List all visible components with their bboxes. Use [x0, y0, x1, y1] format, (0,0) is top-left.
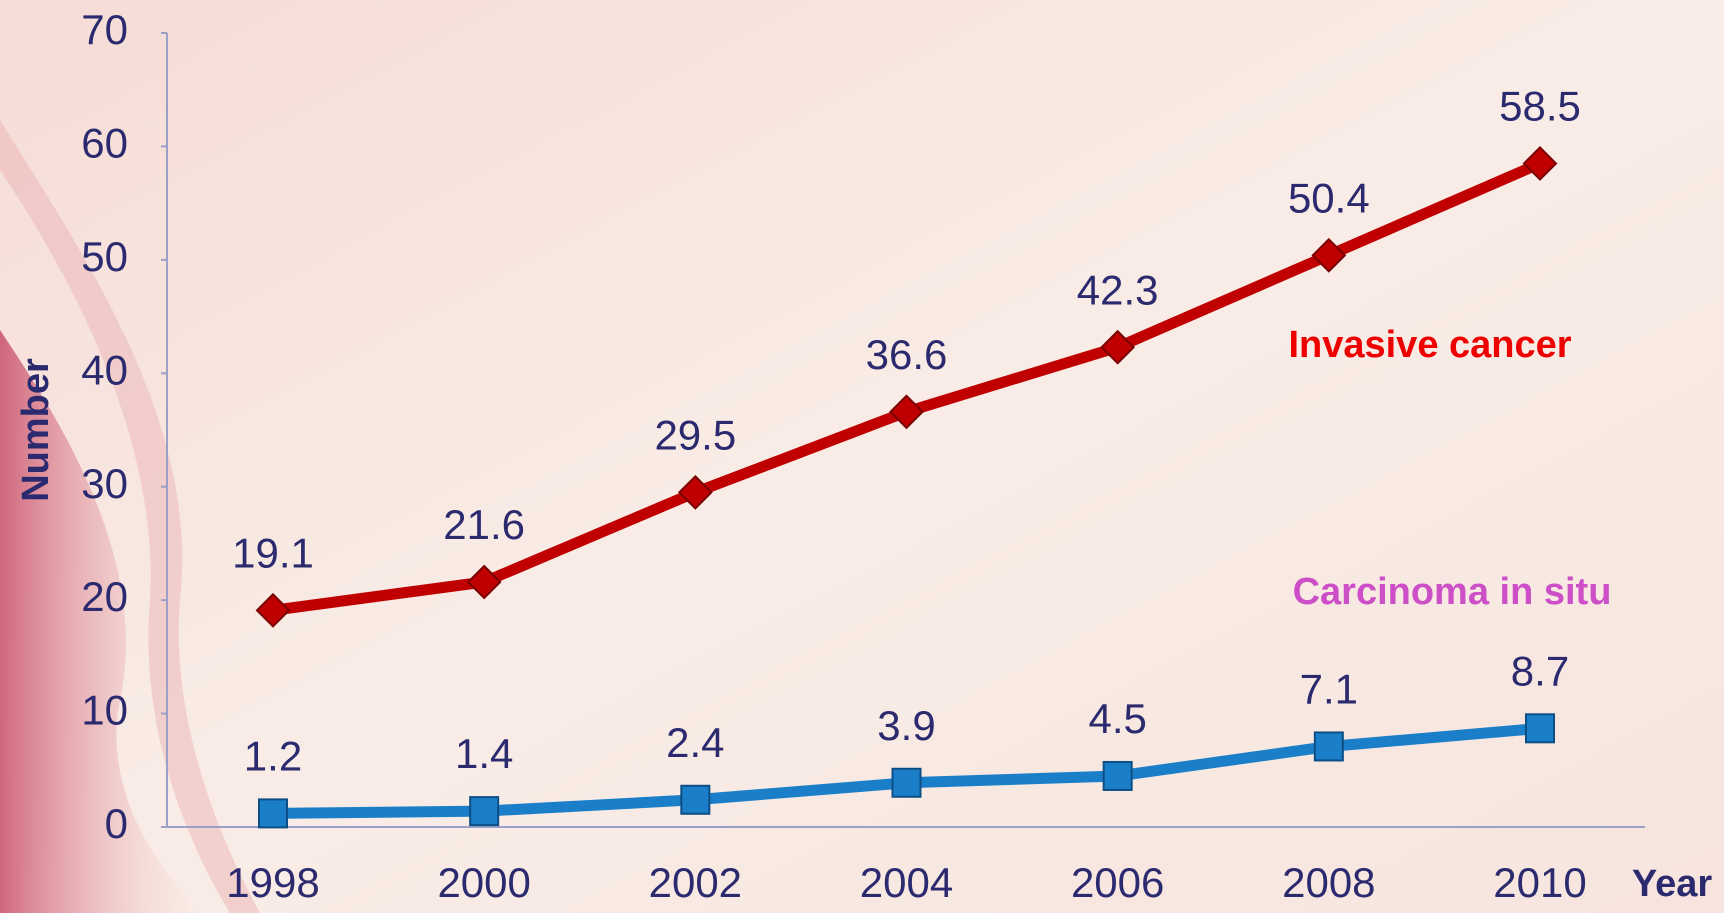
y-tick-label: 70 — [81, 6, 128, 53]
data-label: 2.4 — [666, 719, 724, 766]
x-axis-label: Year — [1632, 863, 1713, 905]
data-label: 8.7 — [1511, 647, 1569, 694]
series-name: Carcinoma in situ — [1293, 571, 1612, 613]
x-tick-label: 2004 — [860, 859, 953, 906]
x-tick-label: 2008 — [1282, 859, 1375, 906]
data-point — [891, 767, 922, 798]
y-tick-label: 50 — [81, 233, 128, 280]
data-label: 50.4 — [1288, 174, 1370, 221]
y-axis-label: Number — [15, 358, 57, 502]
x-tick-label: 2002 — [649, 859, 742, 906]
x-tick-label: 2006 — [1071, 859, 1164, 906]
y-tick-label: 20 — [81, 573, 128, 620]
x-tick-label: 1998 — [226, 859, 319, 906]
data-point — [677, 474, 713, 510]
y-tick-label: 60 — [81, 120, 128, 167]
data-point — [466, 564, 502, 600]
x-tick-label: 2010 — [1493, 859, 1586, 906]
data-point — [1311, 237, 1347, 273]
data-point — [258, 798, 288, 829]
y-tick-label: 30 — [81, 460, 128, 507]
data-label: 7.1 — [1300, 666, 1358, 713]
data-label: 19.1 — [232, 529, 314, 576]
data-point — [1525, 713, 1555, 744]
decoration — [0, 120, 260, 913]
data-label: 3.9 — [877, 702, 935, 749]
data-label: 58.5 — [1499, 83, 1581, 130]
y-tick-label: 0 — [105, 800, 128, 847]
data-label: 4.5 — [1088, 695, 1146, 742]
data-label: 21.6 — [443, 501, 525, 548]
decoration — [0, 330, 200, 913]
data-point — [255, 592, 291, 628]
data-point — [469, 796, 500, 827]
data-label: 42.3 — [1077, 266, 1159, 313]
x-tick-label: 2000 — [437, 859, 530, 906]
y-tick-label: 10 — [81, 687, 128, 734]
data-point — [889, 394, 924, 430]
data-point — [1313, 731, 1344, 762]
data-point — [1102, 760, 1133, 791]
y-tick-label: 40 — [81, 346, 128, 393]
data-point — [1100, 329, 1136, 365]
series-name: Invasive cancer — [1288, 324, 1571, 366]
data-point — [1522, 146, 1558, 181]
data-label: 1.2 — [244, 732, 302, 779]
data-point — [680, 784, 711, 815]
data-label: 1.4 — [455, 730, 513, 777]
data-label: 36.6 — [866, 331, 948, 378]
data-label: 29.5 — [654, 411, 736, 458]
